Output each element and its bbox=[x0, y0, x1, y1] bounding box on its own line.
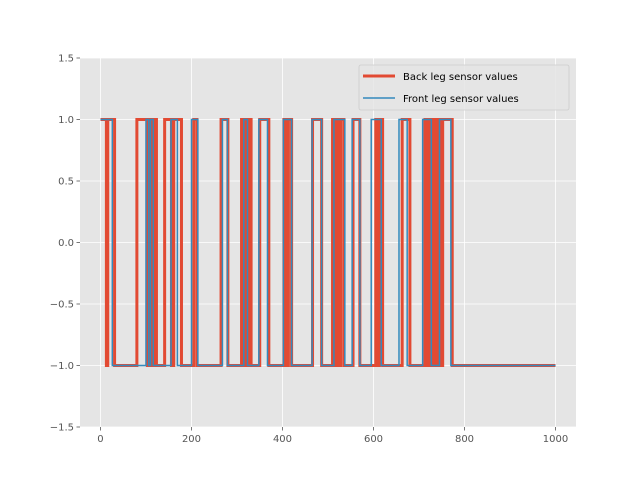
y-tick-label: 1.5 bbox=[58, 54, 74, 65]
y-axis: −1.5 −1.0 −0.5 0.0 0.5 1.0 1.5 bbox=[50, 54, 80, 434]
y-tick-label: 1.0 bbox=[58, 115, 74, 126]
x-tick-label: 200 bbox=[182, 434, 201, 445]
y-tick-label: −1.5 bbox=[50, 423, 74, 434]
x-tick-label: 1000 bbox=[543, 434, 568, 445]
x-tick-label: 600 bbox=[364, 434, 383, 445]
y-tick-label: 0.0 bbox=[58, 238, 74, 249]
legend-label: Back leg sensor values bbox=[403, 72, 518, 83]
series-line-front-leg bbox=[100, 118, 556, 367]
legend-box bbox=[358, 64, 570, 111]
x-tick-label: 800 bbox=[455, 434, 474, 445]
x-tick-label: 400 bbox=[273, 434, 292, 445]
x-axis: 0 200 400 600 800 1000 bbox=[97, 427, 568, 445]
series-layer bbox=[100, 118, 556, 367]
y-tick-label: −0.5 bbox=[50, 300, 74, 311]
y-tick-label: 0.5 bbox=[58, 177, 74, 188]
y-tick-label: −1.0 bbox=[50, 361, 74, 372]
legend: Back leg sensor values Front leg sensor v… bbox=[358, 64, 570, 111]
legend-label: Front leg sensor values bbox=[403, 94, 519, 105]
x-tick-label: 0 bbox=[97, 434, 103, 445]
